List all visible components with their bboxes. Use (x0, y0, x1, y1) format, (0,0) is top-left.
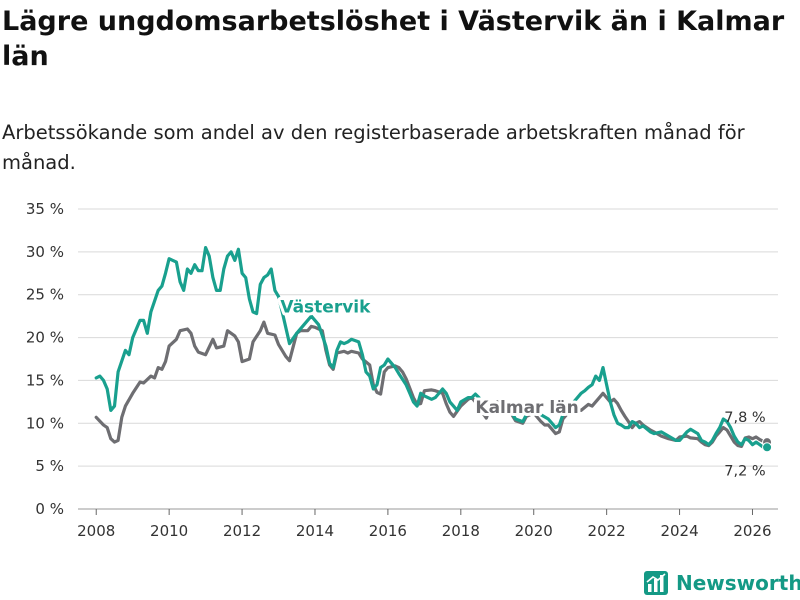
end-marker-vastervik (762, 442, 773, 453)
y-axis-ticks: 0 % 5 % 10 % 15 % 20 % 25 % 30 % 35 % (26, 200, 64, 518)
y-tick-label: 15 % (26, 371, 64, 389)
y-tick-label: 35 % (26, 200, 64, 218)
x-tick-label: 2008 (77, 522, 115, 540)
x-tick-label: 2020 (515, 522, 553, 540)
x-tick-label: 2026 (733, 522, 771, 540)
series-label-halo: Kalmar län (475, 398, 578, 418)
end-value-kalmar-lan: 7,8 % (724, 410, 765, 426)
line-chart: 0 %5 %10 %15 %20 %25 %30 %35 % 2008 2010 2… (26, 200, 778, 540)
gridlines (78, 208, 778, 510)
y-tick-label: 30 % (26, 243, 64, 261)
bar-chart-icon (644, 571, 668, 595)
series-label-halo: Västervik (280, 298, 371, 318)
series-lines (94, 246, 773, 453)
x-tick-label: 2022 (588, 522, 626, 540)
x-tick-label: 2014 (296, 522, 334, 540)
x-tick-label: 2012 (223, 522, 261, 540)
chart-subtitle: Arbetssökande som andel av den registerb… (2, 121, 745, 174)
chart-title: Lägre ungdomsarbetslöshet i Västervik än… (2, 6, 785, 72)
series-label-vastervik: Västervik (280, 298, 371, 318)
x-tick-label: 2016 (369, 522, 407, 540)
x-tick-label: 2018 (442, 522, 480, 540)
x-tick-label: 2024 (660, 522, 698, 540)
y-tick-label: 20 % (26, 329, 64, 347)
series-line-kalmar-lan (94, 320, 769, 448)
brand-name: Newsworthy (676, 571, 800, 595)
y-tick-label: 0 % (35, 500, 64, 518)
end-value-vastervik: 7,2 % (724, 463, 765, 479)
brand-logo: Newsworthy (644, 568, 800, 598)
y-tick-label: 25 % (26, 286, 64, 304)
series-label-kalmar-lan: Kalmar län (475, 398, 578, 418)
series-line-vastervik (94, 246, 769, 449)
y-tick-label: 5 % (35, 457, 64, 475)
x-tick-label: 2010 (150, 522, 188, 540)
y-tick-label: 10 % (26, 414, 64, 432)
x-axis-ticks: 2008 2010 2012 2014 2016 2018 2020 2022 2024 2026 (77, 509, 772, 540)
